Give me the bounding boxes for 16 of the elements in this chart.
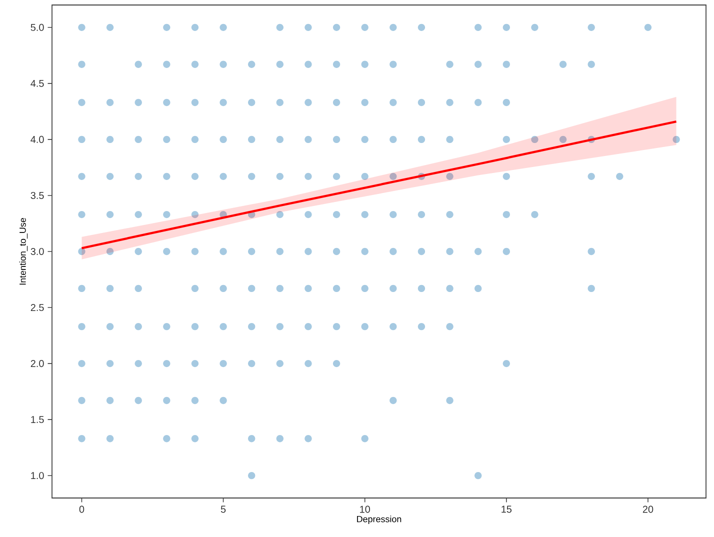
x-tick-label: 20 xyxy=(642,506,654,513)
y-tick-label: 2.5 xyxy=(30,304,44,312)
x-axis-title: Depression xyxy=(357,516,402,524)
y-tick-label: 1.0 xyxy=(31,472,44,480)
y-tick-label: 3.0 xyxy=(30,248,44,256)
y-tick-label: 1.5 xyxy=(31,416,44,424)
y-tick-label: 5.0 xyxy=(30,24,44,31)
x-tick-label: 5 xyxy=(220,506,226,513)
x-tick-label: 0 xyxy=(79,506,84,513)
y-axis-title: Intention_to_Use xyxy=(19,218,28,285)
y-tick-label: 4.5 xyxy=(30,80,44,87)
y-tick-label: 3.5 xyxy=(30,192,44,199)
y-tick-label: 2.0 xyxy=(30,360,44,368)
x-tick-label: 15 xyxy=(502,506,512,513)
y-tick-label: 4.0 xyxy=(30,136,44,143)
x-tick-label: 10 xyxy=(360,506,370,513)
